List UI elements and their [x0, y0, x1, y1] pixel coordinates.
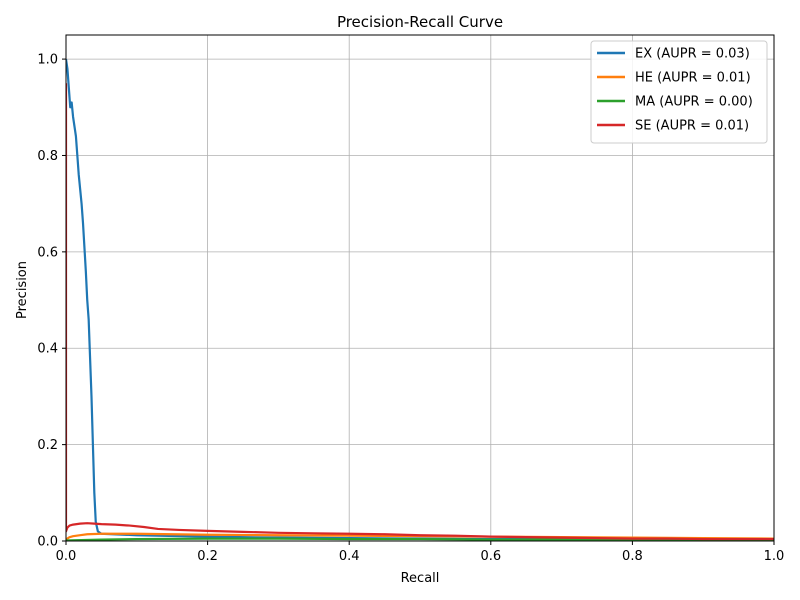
x-tick-label: 0.0	[56, 549, 77, 564]
y-axis-label: Precision	[15, 261, 30, 319]
legend-label-ex: EX (AUPR = 0.03)	[635, 47, 750, 62]
legend-label-ma: MA (AUPR = 0.00)	[635, 95, 753, 110]
chart-title: Precision-Recall Curve	[337, 13, 503, 31]
series-lines	[66, 58, 774, 541]
legend-box	[590, 40, 768, 144]
x-tick-label: 0.4	[339, 549, 360, 564]
legend-label-se: SE (AUPR = 0.01)	[635, 119, 749, 134]
plot-frame	[65, 34, 775, 542]
x-axis-label: Recall	[401, 571, 440, 586]
grid	[65, 35, 775, 542]
axis-ticks: 0.0 0.2 0.4 0.6 0.8 1.0 0.0 0.2 0.4 0.6 0.8 1.0	[37, 53, 784, 564]
legend-label-he: HE (AUPR = 0.01)	[635, 71, 751, 86]
x-tick-label: 0.6	[480, 549, 501, 564]
y-tick-label: 0.6	[37, 245, 58, 260]
series-line-se	[66, 83, 774, 541]
legend: EX (AUPR = 0.03) HE (AUPR = 0.01) MA (AUPR…	[590, 40, 768, 144]
y-tick-label: 0.4	[37, 342, 58, 357]
y-tick-label: 1.0	[37, 53, 58, 68]
y-tick-label: 0.2	[37, 438, 58, 453]
x-tick-label: 0.8	[622, 549, 643, 564]
x-tick-label: 0.2	[197, 549, 218, 564]
x-tick-label: 1.0	[764, 549, 785, 564]
y-tick-label: 0.8	[37, 149, 58, 164]
y-tick-label: 0.0	[37, 535, 58, 550]
